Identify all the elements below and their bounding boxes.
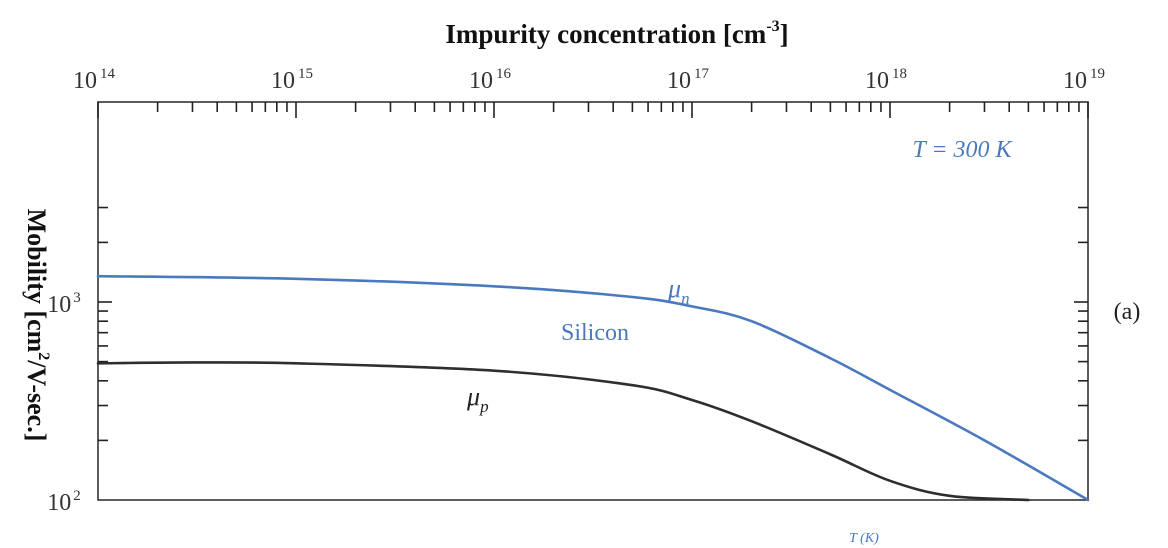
mu-p-label: μp [466,382,489,416]
bottom-note: T (K) [849,531,879,546]
x-tick-label: 10 19 [1063,66,1105,94]
mu-n-label: μn [667,274,690,308]
series-group [96,274,1090,502]
x-tick-label: 10 17 [667,66,710,94]
x-tick-labels: 10 14 10 15 10 16 10 17 10 18 10 19 [73,66,1105,94]
material-label: Silicon [561,320,629,346]
y-tick-label: 10 3 [47,290,81,318]
x-tick-label: 10 14 [73,66,116,94]
series-line-mu-n [96,274,1090,502]
series-line-mu-p [96,361,1030,502]
x-axis-label: Impurity concentration [cm-3] [445,18,788,49]
x-tick-label: 10 18 [865,66,907,94]
y-tick-label: 10 2 [47,488,81,516]
y-ticks [98,206,1088,442]
x-tick-label: 10 15 [271,66,313,94]
panel-label: (a) [1114,299,1141,325]
plot-frame [97,101,1089,501]
y-axis-label: Mobility [cm2/V-sec.] [22,209,52,442]
x-ticks [97,102,1089,118]
x-tick-label: 10 16 [469,66,512,94]
temperature-annotation: T = 300 K [912,137,1013,163]
